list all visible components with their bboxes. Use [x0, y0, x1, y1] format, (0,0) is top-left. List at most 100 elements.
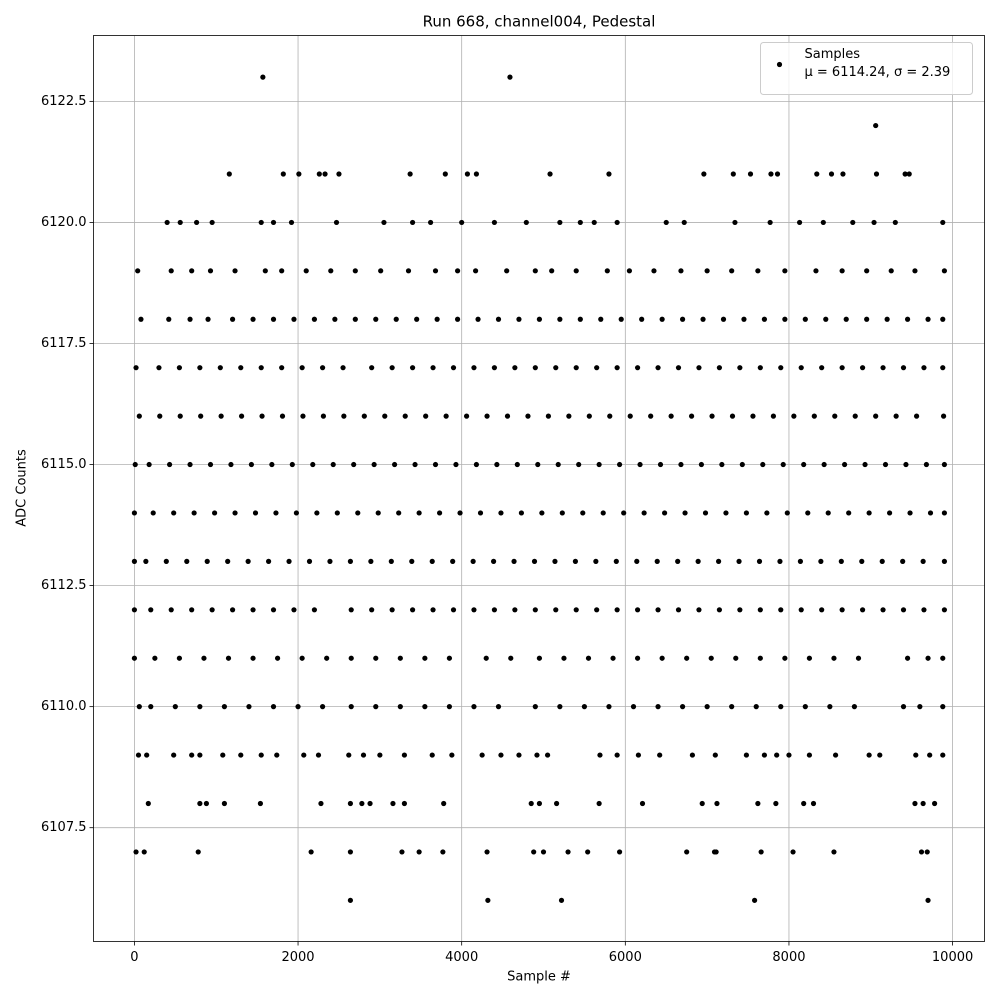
point: [291, 607, 297, 613]
point: [473, 171, 480, 177]
point: [229, 607, 236, 613]
point: [655, 607, 661, 613]
point: [518, 510, 525, 516]
point: [422, 704, 428, 710]
point: [314, 510, 320, 516]
point: [784, 510, 790, 516]
point: [941, 558, 948, 564]
point: [168, 607, 174, 613]
point: [797, 558, 804, 564]
point: [450, 365, 457, 371]
point: [902, 171, 908, 177]
point: [940, 413, 947, 419]
point: [270, 219, 277, 226]
point: [545, 413, 552, 419]
point: [303, 268, 309, 274]
point: [778, 607, 784, 613]
point: [301, 752, 307, 758]
point: [248, 461, 255, 468]
point: [373, 655, 379, 661]
point: [258, 219, 264, 226]
point: [432, 461, 439, 468]
point: [491, 219, 498, 226]
point: [250, 316, 256, 322]
point: [412, 461, 418, 468]
point: [755, 268, 761, 274]
point: [532, 704, 538, 710]
point: [614, 365, 620, 371]
point: [621, 510, 627, 516]
point: [825, 510, 831, 516]
point: [743, 510, 750, 516]
point: [729, 704, 735, 710]
point: [259, 413, 265, 419]
point: [402, 413, 408, 419]
point: [618, 316, 624, 322]
point: [454, 268, 461, 274]
point: [802, 316, 808, 322]
point: [655, 365, 661, 371]
point: [232, 510, 238, 516]
point: [639, 800, 646, 807]
point: [225, 655, 232, 661]
point: [634, 365, 641, 371]
point: [576, 461, 582, 468]
point: [651, 268, 657, 274]
y-tick-label: 6112.5: [41, 578, 87, 593]
point: [627, 413, 633, 419]
point: [852, 413, 858, 419]
point: [171, 510, 177, 516]
point: [388, 558, 394, 564]
point: [904, 655, 911, 661]
point: [927, 510, 934, 516]
x-tick-label: 8000: [772, 950, 805, 965]
point: [888, 268, 894, 274]
point: [912, 800, 918, 807]
point: [347, 897, 354, 903]
point: [373, 316, 379, 322]
point: [832, 413, 838, 419]
point: [931, 800, 938, 807]
x-tick-label: 6000: [609, 950, 642, 965]
point: [436, 510, 443, 516]
point: [851, 704, 858, 710]
point: [607, 413, 613, 419]
point: [616, 849, 623, 855]
point: [839, 268, 845, 274]
point: [346, 752, 352, 758]
point: [258, 752, 264, 758]
point: [177, 219, 183, 226]
point: [260, 74, 266, 80]
point: [484, 849, 490, 855]
point: [189, 607, 195, 613]
point: [207, 268, 214, 274]
point: [279, 268, 285, 274]
point: [594, 365, 600, 371]
point: [616, 461, 623, 468]
point: [328, 268, 334, 274]
point: [371, 461, 377, 468]
point: [696, 607, 702, 613]
point: [416, 849, 422, 855]
point: [577, 219, 583, 226]
point: [606, 704, 612, 710]
point: [839, 607, 845, 613]
point: [246, 704, 252, 710]
point: [786, 752, 792, 758]
point: [893, 413, 899, 419]
point: [663, 219, 669, 226]
point: [477, 510, 484, 516]
point: [176, 655, 183, 661]
point: [257, 800, 264, 807]
point: [399, 849, 405, 855]
point: [534, 752, 540, 758]
point: [238, 365, 244, 371]
point: [924, 849, 930, 855]
point: [191, 510, 197, 516]
point: [525, 413, 531, 419]
point: [596, 800, 602, 807]
point: [760, 461, 766, 468]
point: [336, 171, 342, 177]
point: [347, 558, 354, 564]
point: [637, 461, 643, 468]
